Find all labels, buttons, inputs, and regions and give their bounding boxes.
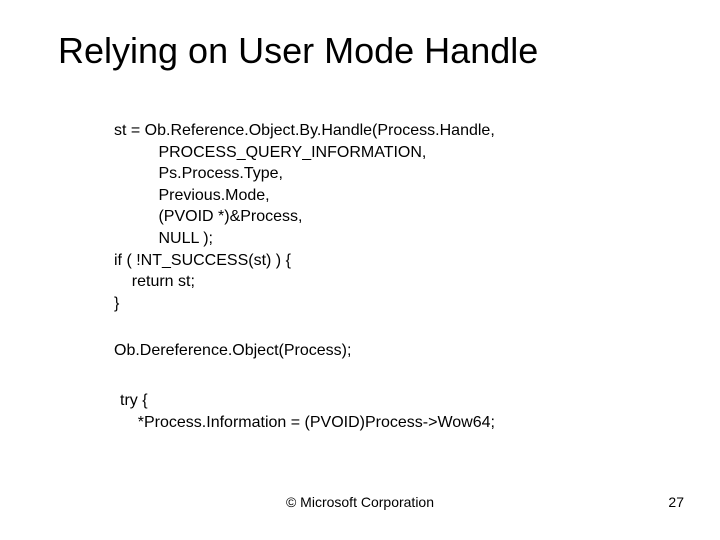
code-block-3: try { *Process.Information = (PVOID)Proc… — [120, 390, 495, 433]
slide: Relying on User Mode Handle st = Ob.Refe… — [0, 0, 720, 540]
page-number: 27 — [668, 494, 684, 510]
code-block-1: st = Ob.Reference.Object.By.Handle(Proce… — [114, 120, 495, 314]
slide-title: Relying on User Mode Handle — [58, 30, 538, 72]
code-block-2: Ob.Dereference.Object(Process); — [114, 340, 351, 362]
copyright-text: © Microsoft Corporation — [0, 494, 720, 510]
